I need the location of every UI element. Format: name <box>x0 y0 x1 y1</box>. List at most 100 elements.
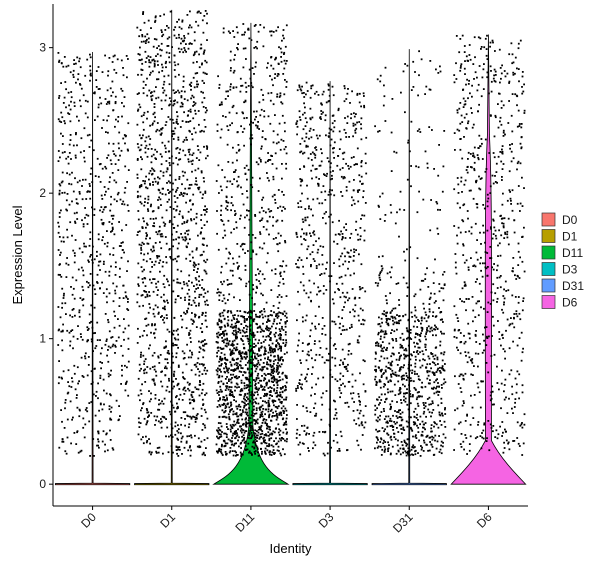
data-point <box>311 164 314 167</box>
data-point <box>189 401 192 404</box>
data-point <box>183 378 186 380</box>
data-point <box>342 263 344 266</box>
data-point <box>145 232 148 234</box>
data-point <box>227 428 229 430</box>
data-point <box>76 144 78 147</box>
data-point <box>340 175 343 178</box>
data-point <box>409 380 411 382</box>
data-point <box>347 381 350 383</box>
data-point <box>166 362 169 364</box>
data-point <box>232 204 234 207</box>
data-point <box>337 233 340 235</box>
data-point <box>153 90 156 93</box>
data-point <box>408 416 411 418</box>
data-point <box>275 314 278 317</box>
data-point <box>356 121 358 124</box>
data-point <box>160 316 162 318</box>
data-point <box>57 306 60 308</box>
data-point <box>140 252 142 255</box>
data-point <box>390 131 393 134</box>
data-point <box>109 346 112 349</box>
data-point <box>236 47 238 49</box>
data-point <box>205 211 208 213</box>
data-point <box>255 409 258 412</box>
data-point <box>175 344 178 346</box>
data-point <box>70 330 72 332</box>
data-point <box>389 368 392 370</box>
data-point <box>68 152 71 154</box>
data-point <box>350 392 352 395</box>
data-point <box>153 111 156 114</box>
data-point <box>173 195 176 197</box>
data-point <box>58 183 61 185</box>
data-point <box>254 432 257 435</box>
data-point <box>379 271 382 273</box>
data-point <box>237 144 240 146</box>
data-point <box>166 426 169 429</box>
data-point <box>147 252 149 255</box>
data-point <box>190 81 193 84</box>
data-point <box>352 308 354 311</box>
data-point <box>58 216 61 218</box>
data-point <box>79 297 82 299</box>
data-point <box>301 425 303 427</box>
data-point <box>230 364 233 367</box>
data-point <box>204 261 207 264</box>
data-point <box>58 192 61 195</box>
data-point <box>60 409 62 411</box>
data-point <box>279 358 282 360</box>
data-point <box>313 152 316 155</box>
data-point <box>224 442 227 445</box>
data-point <box>321 317 324 319</box>
data-point <box>354 129 357 132</box>
data-point <box>197 267 199 270</box>
data-point <box>356 339 359 342</box>
data-point <box>262 226 265 228</box>
data-point <box>150 92 152 94</box>
data-point <box>236 243 239 245</box>
data-point <box>282 409 285 412</box>
data-point <box>158 408 161 411</box>
data-point <box>239 413 242 416</box>
data-point <box>281 378 284 381</box>
data-point <box>72 416 74 419</box>
data-point <box>78 315 81 318</box>
data-point <box>195 304 197 307</box>
data-point <box>91 261 94 264</box>
data-point <box>413 370 416 373</box>
data-point <box>305 433 307 436</box>
data-point <box>224 378 227 380</box>
data-point <box>82 223 85 225</box>
data-point <box>251 414 253 417</box>
data-point <box>146 224 149 226</box>
data-point <box>157 355 160 358</box>
data-point <box>141 278 144 280</box>
data-point <box>255 253 258 256</box>
data-point <box>358 253 360 256</box>
data-point <box>177 89 179 92</box>
data-point <box>314 402 317 405</box>
data-point <box>395 415 398 417</box>
data-point <box>191 154 194 156</box>
data-point <box>179 282 182 285</box>
data-point <box>182 217 184 219</box>
data-point <box>115 181 118 184</box>
data-point <box>238 277 241 279</box>
data-point <box>98 260 100 263</box>
data-point <box>95 70 98 72</box>
data-point <box>233 58 236 61</box>
data-point <box>434 422 436 425</box>
data-point <box>342 363 345 366</box>
data-point <box>251 390 254 393</box>
data-point <box>57 273 60 276</box>
data-point <box>299 359 302 362</box>
data-point <box>383 333 386 336</box>
data-point <box>329 193 332 196</box>
data-point <box>104 450 106 453</box>
data-point <box>283 353 286 355</box>
data-point <box>152 308 155 311</box>
data-point <box>171 188 174 191</box>
data-point <box>77 78 79 81</box>
data-point <box>198 186 201 189</box>
data-point <box>279 365 282 368</box>
